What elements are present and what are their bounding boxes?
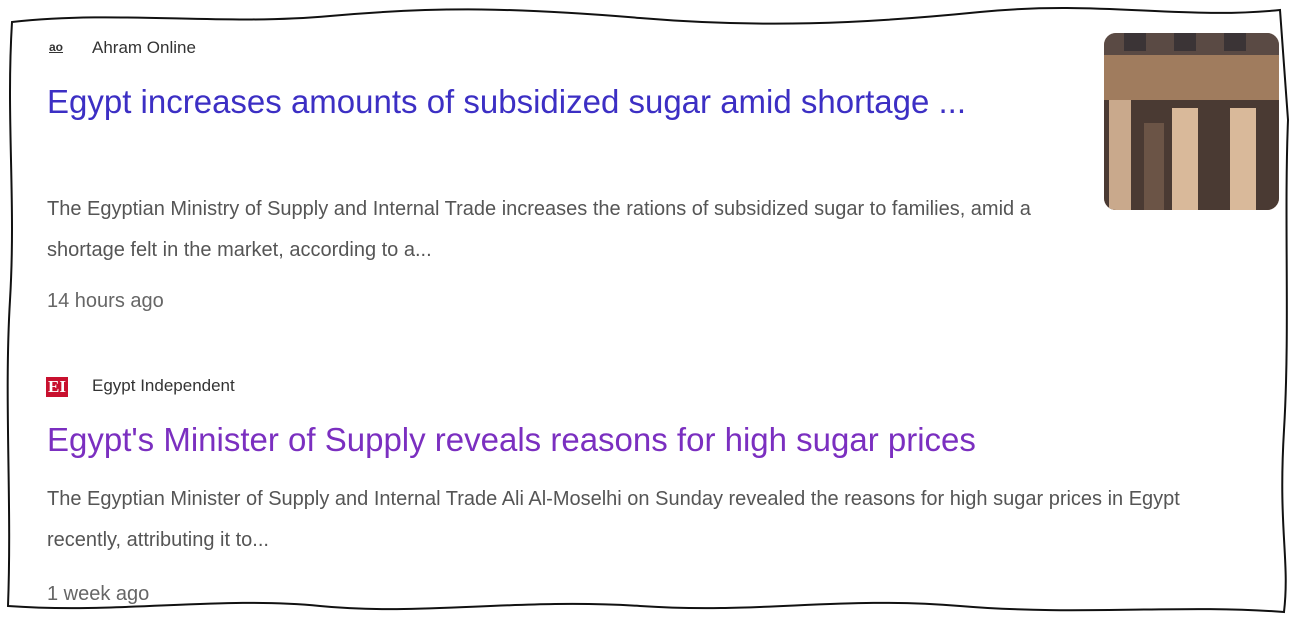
- result-title[interactable]: Egypt increases amounts of subsidized su…: [47, 83, 966, 120]
- result-snippet: The Egyptian Ministry of Supply and Inte…: [47, 198, 1031, 261]
- result-snippet: The Egyptian Minister of Supply and Inte…: [47, 488, 1180, 551]
- thumbnail[interactable]: [1104, 33, 1279, 210]
- source-name[interactable]: Egypt Independent: [92, 376, 235, 395]
- source-icon: EI: [46, 377, 68, 397]
- result-title[interactable]: Egypt's Minister of Supply reveals reaso…: [47, 421, 976, 458]
- result-time: 14 hours ago: [47, 290, 164, 312]
- source-icon: ao: [49, 40, 64, 54]
- source-name[interactable]: Ahram Online: [92, 38, 196, 57]
- result-time: 1 week ago: [47, 583, 150, 605]
